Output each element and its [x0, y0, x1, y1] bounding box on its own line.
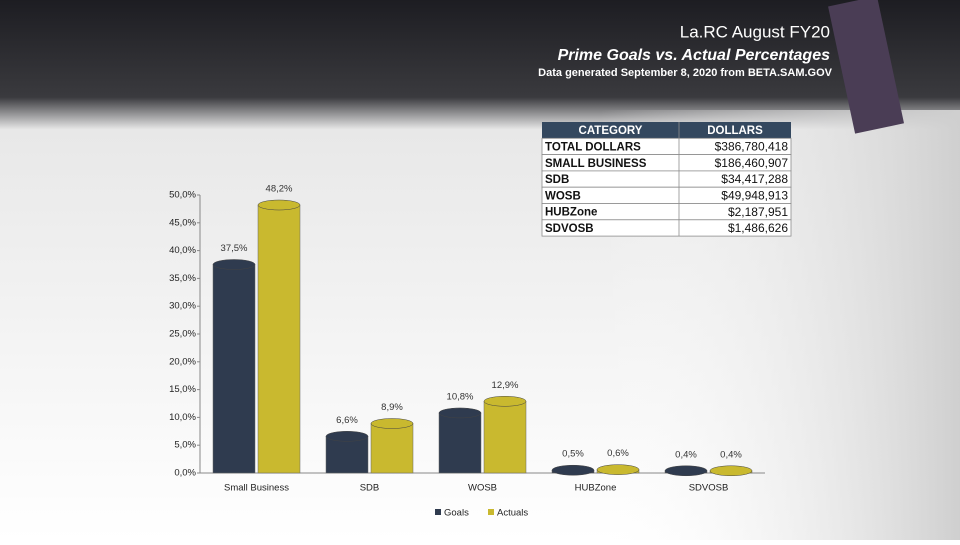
bar-cap — [212, 259, 256, 270]
subtitle: Prime Goals vs. Actual Percentages — [558, 47, 831, 64]
table-cell: $186,460,907 — [715, 156, 789, 170]
value-label: 0,4% — [675, 449, 697, 460]
legend-label: Actuals — [497, 508, 528, 519]
x-tick-label: HUBZone — [575, 483, 617, 494]
table-cell: $386,780,418 — [715, 140, 789, 154]
value-label: 0,4% — [720, 449, 742, 460]
y-tick-label: 15,0% — [169, 384, 196, 395]
y-tick-label: 45,0% — [169, 217, 196, 228]
table-cell: TOTAL DOLLARS — [545, 141, 641, 153]
y-tick-label: 30,0% — [169, 301, 196, 312]
bar-cap — [551, 464, 595, 476]
table-cell: HUBZone — [545, 207, 597, 219]
bar-cap — [438, 407, 482, 419]
table-cell: $2,187,951 — [728, 205, 788, 219]
table-row-bg — [541, 219, 792, 237]
x-tick-label: SDVOSB — [689, 483, 729, 494]
x-tick-label: SDB — [360, 483, 380, 494]
satellite-panel — [828, 0, 905, 134]
value-label: 48,2% — [266, 184, 293, 195]
table-cell: SDB — [545, 174, 569, 186]
y-tick-label: 20,0% — [169, 356, 196, 367]
table-header: DOLLARS — [707, 125, 763, 137]
table-cell: $34,417,288 — [721, 172, 788, 186]
value-label: 8,9% — [381, 402, 403, 413]
value-label: 0,5% — [562, 449, 584, 460]
value-label: 6,6% — [336, 415, 358, 426]
value-label: 0,6% — [607, 448, 629, 459]
table: CATEGORY DOLLARS TOTAL DOLLARS $386,780,418… — [541, 122, 792, 237]
table-cell: SMALL BUSINESS — [545, 158, 647, 170]
value-label: 10,8% — [447, 391, 474, 402]
value-label: 12,9% — [492, 380, 519, 391]
bar-cap — [709, 465, 753, 477]
y-tick-label: 10,0% — [169, 412, 196, 423]
table-header-bg — [542, 122, 791, 139]
bar — [325, 436, 369, 474]
y-tick-label: 25,0% — [169, 329, 196, 340]
value-label: 37,5% — [221, 243, 248, 254]
legend-swatch — [488, 509, 494, 515]
y-tick-label: 0,0% — [174, 468, 196, 479]
legend-swatch — [435, 509, 441, 515]
table-header: CATEGORY — [579, 125, 643, 137]
legend-label: Goals — [444, 508, 469, 519]
note: Data generated September 8, 2020 from BE… — [538, 67, 832, 79]
table-cell: $1,486,626 — [728, 221, 788, 235]
y-tick-label: 50,0% — [169, 190, 196, 201]
x-tick-label: Small Business — [224, 483, 289, 494]
bar-cap — [257, 199, 301, 211]
bar — [438, 412, 482, 474]
table-cell: SDVOSB — [545, 223, 594, 235]
title: La.RC August FY20 — [680, 22, 830, 41]
bar-cap — [596, 464, 640, 475]
bar — [212, 264, 256, 474]
y-tick-label: 5,0% — [174, 440, 196, 451]
x-tick-label: WOSB — [468, 483, 497, 494]
bar-cap — [370, 418, 414, 429]
table-cell: $49,948,913 — [721, 189, 788, 203]
bar-cap — [325, 431, 369, 442]
bar-cap — [664, 465, 708, 477]
table-cell: WOSB — [545, 190, 581, 202]
y-tick-label: 35,0% — [169, 273, 196, 284]
bar — [257, 204, 301, 474]
chart: 0,0% 5,0% 10,0% 15,0% 20,0% 25,0% 30,0% 35,0% 40… — [169, 184, 765, 519]
y-tick-label: 40,0% — [169, 245, 196, 256]
bar-cap — [483, 396, 527, 407]
bar — [483, 401, 527, 474]
bar — [370, 423, 414, 474]
